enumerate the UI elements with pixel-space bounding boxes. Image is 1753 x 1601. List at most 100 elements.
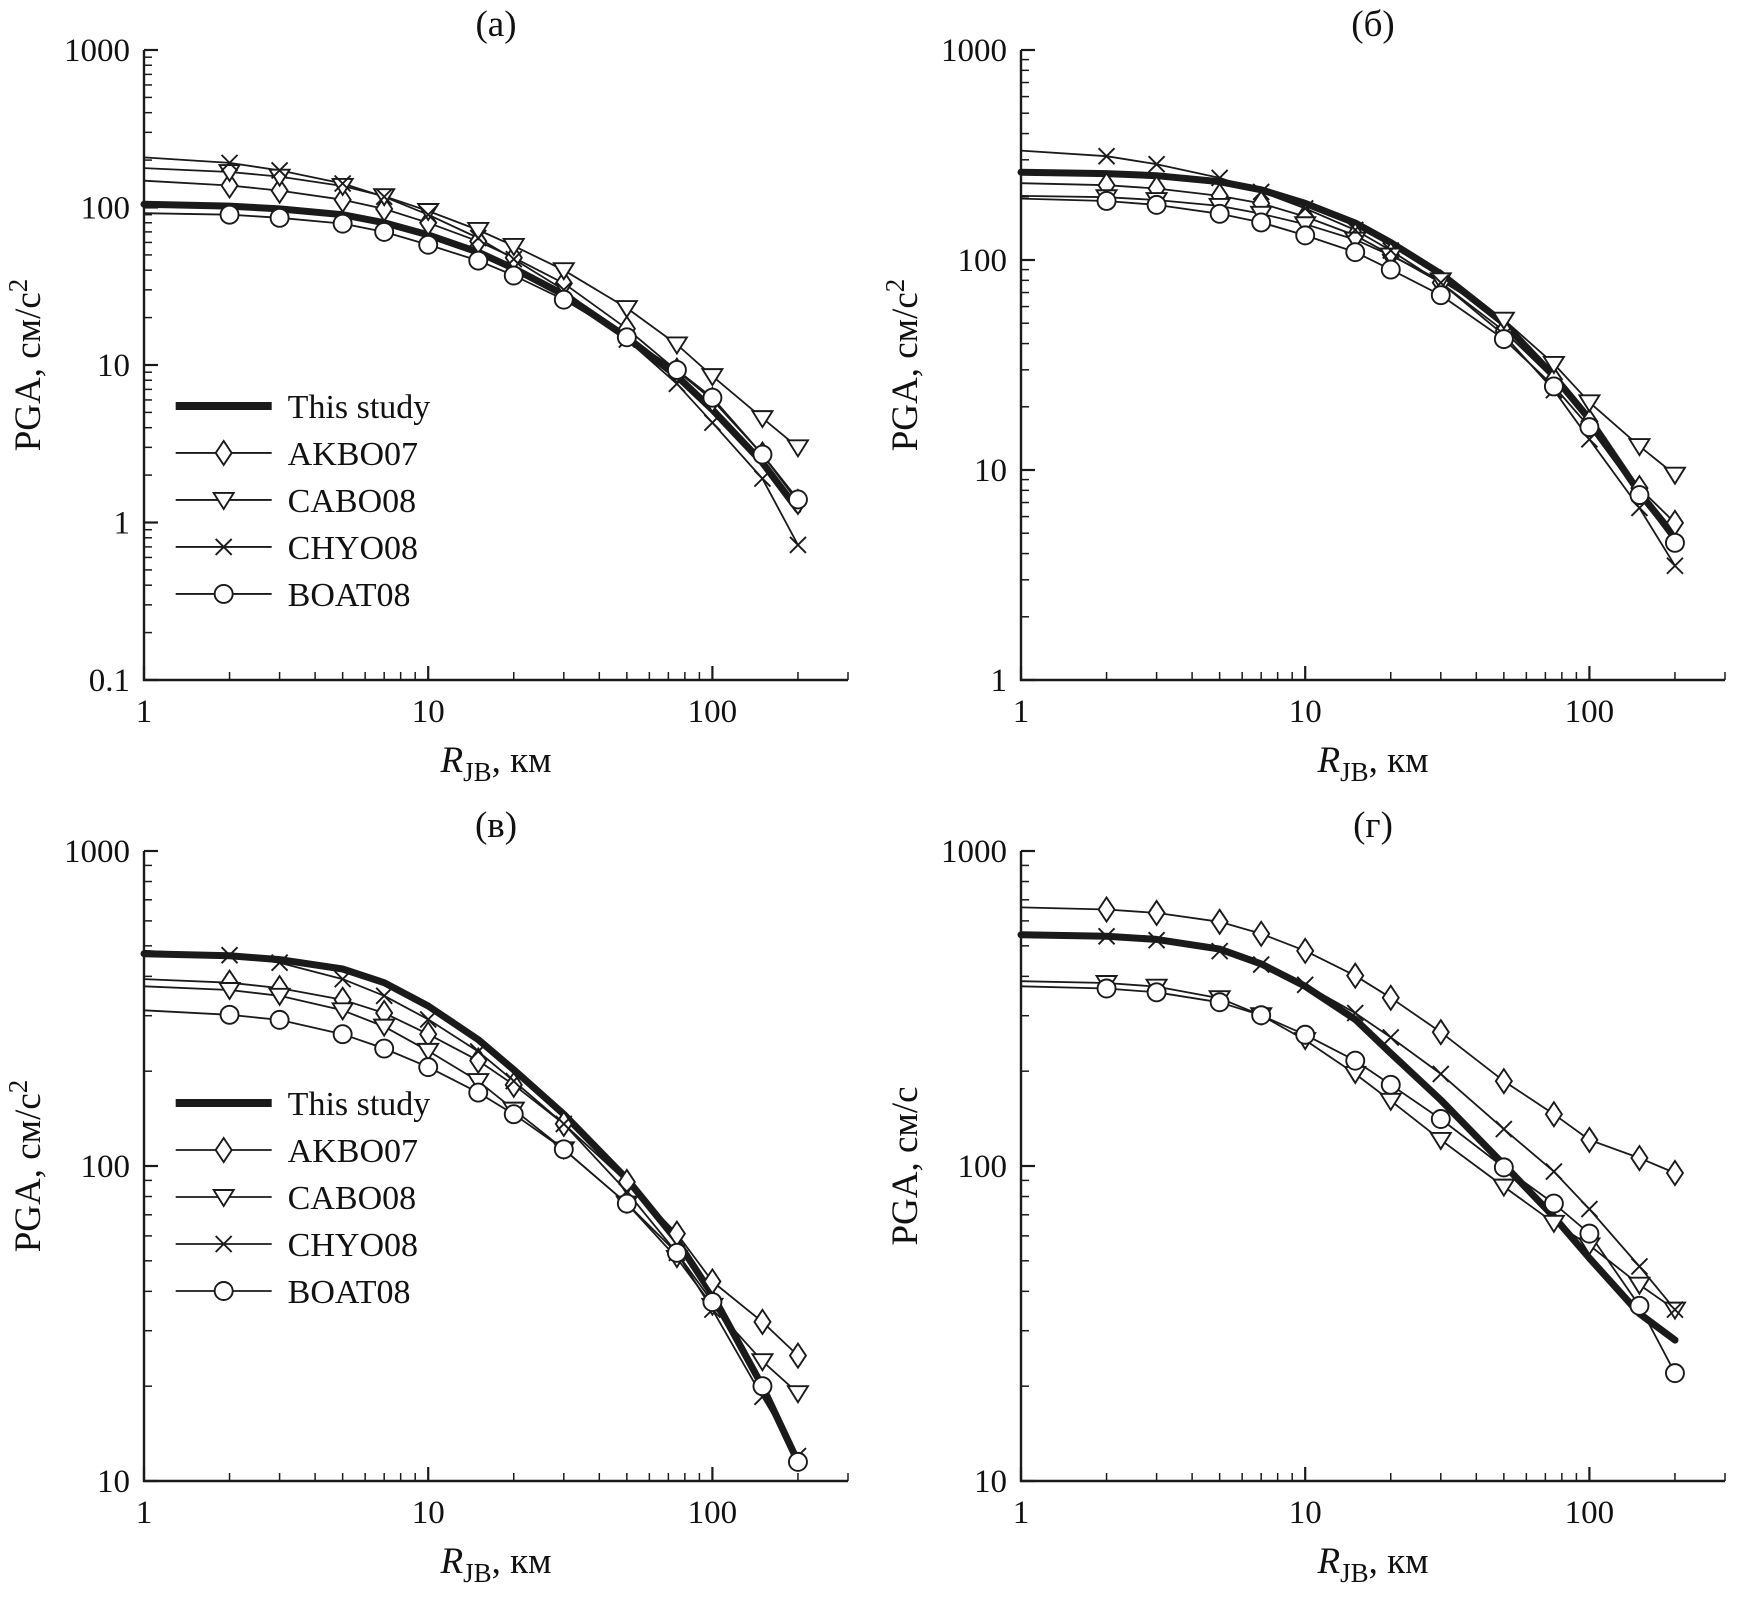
circle-marker (702, 387, 723, 408)
circle-marker (702, 1291, 723, 1312)
chart-panel-g: 1 10 100 10 100 1000 (г) PGA, см/с RJB, км (876, 800, 1753, 1601)
circle-marker (616, 1193, 637, 1213)
y-tick-label: 1000 (64, 834, 130, 870)
series-line-boat08 (143, 1008, 799, 1463)
circle-marker (1209, 203, 1230, 224)
x-marker (753, 469, 772, 488)
diamond-marker (270, 176, 289, 205)
circle-marker (666, 1242, 687, 1263)
circle-marker (553, 289, 574, 310)
x-marker (1381, 241, 1399, 260)
diamond-marker (1251, 919, 1270, 947)
circle-marker (1380, 1074, 1401, 1095)
x-marker (1346, 1003, 1364, 1022)
y-tick-label: 1000 (64, 33, 130, 69)
series-markers-boat08 (1096, 191, 1685, 553)
circle-marker (332, 213, 353, 234)
x-marker (270, 161, 289, 180)
x-marker (1544, 1162, 1563, 1180)
series-markers-boat08 (219, 204, 808, 510)
circle-marker (752, 1375, 773, 1396)
chart-b: 1 10 100 1 10 100 1000 (б) PGA, см/с2 RJB, км (880, 4, 1726, 787)
y-tick-label: 1 (114, 506, 131, 542)
panel-title: (б) (1351, 4, 1394, 45)
x-marker (1252, 183, 1270, 201)
y-tick-label: 10 (974, 1464, 1007, 1500)
triangle-down-marker (1378, 1092, 1402, 1112)
diamond-marker (1494, 1066, 1513, 1095)
x-marker (375, 986, 393, 1004)
legend: This study AKBO07 CABO08 CHYO08 BOAT08 (175, 389, 430, 614)
x-marker (1580, 1199, 1598, 1218)
triangle-down-marker (1541, 355, 1566, 375)
triangle-down-marker (416, 203, 440, 222)
x-marker (1665, 1300, 1684, 1318)
panel-title: (г) (1353, 805, 1393, 846)
triangle-down-marker (665, 336, 689, 356)
circle-marker (1250, 212, 1271, 233)
triangle-down-marker (1662, 466, 1687, 486)
x-marker (668, 375, 686, 393)
legend-label-boat08: BOAT08 (288, 577, 411, 614)
legend-label-cabo08: CABO08 (288, 483, 416, 520)
circle-marker (1096, 191, 1117, 211)
x-marker (220, 945, 239, 964)
series-markers-boat08 (219, 1004, 808, 1472)
triangle-down-marker (786, 1384, 810, 1404)
axes-frame (1019, 850, 1725, 1482)
x-marker (1210, 941, 1228, 960)
triangle-down-marker (217, 981, 242, 1001)
diamond-marker (788, 1341, 808, 1369)
axes-frame (142, 850, 848, 1482)
x-marker (789, 536, 807, 554)
y-tick-label: 10 (97, 1464, 130, 1500)
circle-marker (1209, 991, 1230, 1012)
diamond-marker (214, 1135, 233, 1164)
x-marker (215, 538, 233, 556)
chart-panel-v: 1 10 100 10 100 1000 (в) PGA, см/с2 RJB, км This … (0, 800, 876, 1601)
circle-marker (1578, 417, 1599, 438)
series-line-boat08 (1019, 984, 1676, 1374)
diamond-marker (1665, 1158, 1684, 1187)
series-line-this-study (1017, 930, 1678, 1344)
x-marker (1147, 931, 1165, 949)
circle-marker (332, 1023, 353, 1044)
x-tick-label: 10 (1288, 694, 1321, 730)
series-markers-chyo08 (1097, 927, 1684, 1318)
circle-marker (1628, 485, 1649, 505)
circle-marker (1430, 285, 1451, 306)
triangle-down-marker (700, 368, 725, 387)
panel-title: (а) (475, 4, 516, 45)
x-marker (1346, 221, 1364, 239)
x-marker (270, 953, 289, 971)
diamond-marker (220, 171, 239, 200)
series-line-this-study (1017, 168, 1678, 541)
y-axis-label: PGA, см/с2 (880, 279, 926, 452)
triangle-down-marker (211, 1188, 236, 1208)
diamond-marker (214, 439, 233, 467)
circle-marker (468, 1082, 489, 1103)
y-tick-label: 0.1 (89, 663, 130, 699)
series-markers-boat08 (1096, 978, 1685, 1383)
y-tick-label: 100 (81, 191, 131, 227)
circle-marker (1146, 981, 1167, 1002)
y-tick-label: 10 (97, 348, 130, 384)
x-marker (1210, 169, 1228, 187)
circle-marker (1250, 1004, 1271, 1025)
legend-label-chyo08: CHYO08 (288, 530, 418, 567)
x-marker (1097, 927, 1115, 945)
triangle-down-marker (416, 1042, 440, 1062)
x-marker (505, 1071, 523, 1090)
x-marker (1296, 199, 1314, 218)
circle-marker (1430, 1108, 1451, 1129)
x-tick-label: 1 (136, 694, 153, 730)
circle-marker (418, 234, 439, 255)
circle-marker (213, 1280, 234, 1301)
x-marker (1665, 557, 1684, 575)
diamond-marker (1544, 1100, 1563, 1128)
diamond-marker (1210, 907, 1229, 936)
triangle-down-marker (615, 300, 639, 319)
x-tick-label: 10 (1288, 1495, 1321, 1531)
circle-marker (503, 1103, 524, 1124)
circle-marker (752, 444, 773, 465)
